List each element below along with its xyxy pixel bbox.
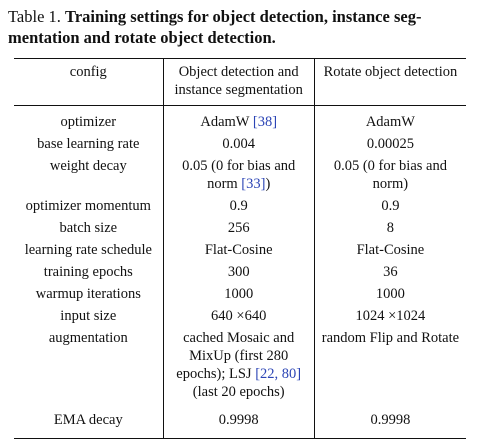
table-row: base learning rate 0.004 0.00025: [14, 135, 466, 157]
rotate-detection-value: 1000: [314, 285, 466, 307]
cell-text: 36: [383, 264, 398, 280]
table-row: augmentation cached Mosaic and MixUp (fir…: [14, 329, 466, 405]
table-row: input size 640 ×640 1024 ×1024: [14, 307, 466, 329]
rotate-detection-value: 0.00025: [314, 135, 466, 157]
object-detection-value: 0.05 (0 for bias and norm [33]): [163, 157, 315, 197]
citation-link[interactable]: [33]: [241, 176, 266, 192]
config-cell: optimizer momentum: [14, 197, 164, 219]
rotate-detection-value: AdamW: [314, 106, 466, 136]
caption-title: Training settings for object detection, …: [8, 7, 422, 47]
object-detection-value: 640 ×640: [163, 307, 315, 329]
citation-link[interactable]: [22, 80]: [255, 366, 302, 382]
config-cell: training epochs: [14, 263, 164, 285]
rotate-detection-value: 0.05 (0 for bias and norm): [314, 157, 466, 197]
cell-text: 0.00025: [366, 136, 414, 152]
table-row: batch size 256 8: [14, 219, 466, 241]
table-caption: Table 1. Training settings for object de…: [8, 6, 470, 48]
table-row: training epochs 300 36: [14, 263, 466, 285]
object-detection-value: 0.004: [163, 135, 315, 157]
object-detection-value: AdamW [38]: [163, 105, 315, 135]
cell-text: AdamW: [365, 114, 415, 130]
caption-label: Table 1.: [8, 7, 61, 26]
rotate-detection-value: random Flip and Rotate: [314, 329, 466, 405]
settings-table: config Object detection and instance seg…: [14, 58, 466, 439]
table-row: EMA decay 0.9998 0.9998: [14, 405, 466, 439]
object-detection-value: 300: [163, 263, 315, 285]
object-detection-value: cached Mosaic and MixUp (first 280 epoch…: [163, 329, 315, 405]
cell-text: cached Mosaic and MixUp (first 280 epoch…: [176, 330, 295, 382]
config-cell: augmentation: [14, 329, 164, 405]
cell-text: ): [265, 176, 271, 192]
cell-text: 1000: [375, 286, 405, 302]
cell-text: 0.9998: [370, 412, 411, 428]
config-cell: input size: [14, 307, 164, 329]
table-row: learning rate schedule Flat-Cosine Flat-Co…: [14, 241, 466, 263]
cell-text: 0.9: [381, 198, 400, 214]
object-detection-value: Flat-Cosine: [163, 241, 315, 263]
cell-text: (last 20 epochs): [192, 384, 285, 400]
cell-text: 0.9998: [218, 412, 259, 428]
config-cell: weight decay: [14, 157, 164, 197]
cell-text: 1024 ×1024: [355, 308, 426, 324]
rotate-detection-value: 8: [314, 219, 466, 241]
config-cell: warmup iterations: [14, 285, 164, 307]
cell-text: 256: [227, 220, 250, 236]
cell-text: 0.05 (0 for bias and norm: [182, 158, 296, 192]
cell-text: 8: [386, 220, 395, 236]
cell-text: AdamW: [200, 114, 253, 130]
table-row: optimizer AdamW [38] AdamW: [14, 105, 466, 136]
table-row: warmup iterations 1000 1000: [14, 285, 466, 307]
config-cell: EMA decay: [14, 405, 164, 439]
object-detection-value: 256: [163, 219, 315, 241]
cell-text: 640 ×640: [211, 308, 267, 324]
object-detection-value: 0.9: [163, 197, 315, 219]
config-cell: learning rate schedule: [14, 241, 164, 263]
cell-text: Flat-Cosine: [356, 242, 425, 258]
header-rotate-detection: Rotate object detection: [314, 58, 466, 106]
rotate-detection-value: 36: [314, 263, 466, 285]
header-row: config Object detection and instance seg…: [14, 58, 466, 106]
cell-text: 300: [227, 264, 250, 280]
rotate-detection-value: 0.9: [314, 197, 466, 219]
cell-text: 1000: [224, 286, 254, 302]
rotate-detection-value: Flat-Cosine: [314, 241, 466, 263]
object-detection-value: 1000: [163, 285, 315, 307]
cell-text: 0.05 (0 for bias and norm): [333, 158, 447, 192]
cell-text: Flat-Cosine: [204, 242, 273, 258]
table-row: optimizer momentum 0.9 0.9: [14, 197, 466, 219]
cell-text: 0.9: [229, 198, 248, 214]
object-detection-value: 0.9998: [163, 405, 315, 439]
header-object-detection: Object detection and instance segmentati…: [163, 58, 315, 106]
cell-text: random Flip and Rotate: [321, 330, 460, 346]
rotate-detection-value: 0.9998: [314, 405, 466, 439]
rotate-detection-value: 1024 ×1024: [314, 307, 466, 329]
table-row: weight decay 0.05 (0 for bias and norm [3…: [14, 157, 466, 197]
config-cell: optimizer: [14, 105, 164, 135]
cell-text: 0.004: [222, 136, 255, 152]
config-cell: batch size: [14, 219, 164, 241]
header-config: config: [14, 58, 164, 106]
config-cell: base learning rate: [14, 135, 164, 157]
citation-link[interactable]: [38]: [252, 114, 278, 130]
